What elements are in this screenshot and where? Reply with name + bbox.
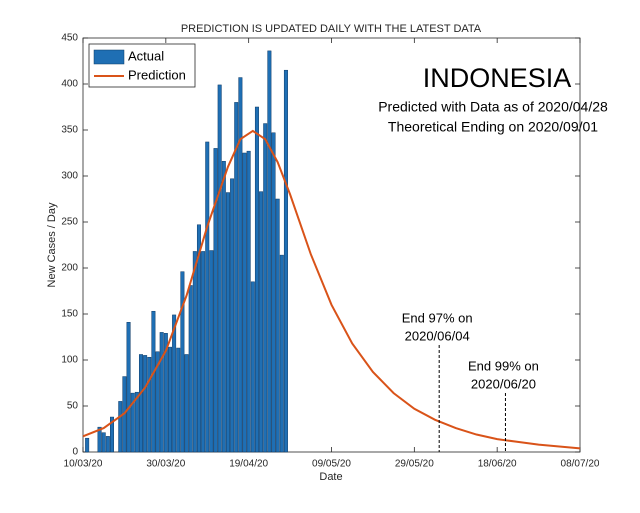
bar	[163, 333, 168, 453]
bar	[85, 437, 90, 453]
bar	[201, 251, 206, 453]
bar	[267, 50, 272, 453]
bar	[205, 141, 210, 453]
bar	[242, 152, 247, 453]
y-axis-label: New Cases / Day	[46, 202, 58, 287]
bar	[221, 161, 226, 453]
bar	[263, 123, 268, 453]
bar	[159, 332, 164, 453]
y-tick-label: 350	[61, 125, 78, 136]
bar	[97, 426, 102, 453]
y-tick-label: 100	[61, 355, 78, 366]
legend-label: Prediction	[128, 67, 186, 82]
bar	[254, 106, 259, 453]
y-tick-label: 250	[61, 217, 78, 228]
y-tick-label: 450	[61, 33, 78, 44]
prediction-line	[82, 129, 581, 450]
bar	[225, 192, 230, 453]
legend-label: Actual	[128, 48, 164, 63]
bar	[196, 224, 201, 453]
x-tick-label: 30/03/20	[146, 459, 185, 470]
bar	[275, 198, 280, 453]
x-tick-label: 29/05/20	[395, 459, 434, 470]
marker-label: End 97% on	[402, 310, 473, 325]
bar	[147, 356, 152, 453]
y-tick-label: 0	[72, 447, 78, 458]
bar	[283, 69, 288, 453]
bar	[180, 271, 185, 453]
bar	[259, 191, 264, 453]
y-tick-label: 400	[61, 79, 78, 90]
x-tick-label: 18/06/20	[478, 459, 517, 470]
bar	[213, 148, 218, 453]
bar	[143, 355, 148, 453]
bar	[279, 254, 284, 453]
bar	[167, 346, 172, 453]
marker-label: 2020/06/04	[405, 328, 470, 343]
bar	[271, 132, 276, 453]
bar	[192, 251, 197, 453]
bar	[230, 178, 235, 453]
bar	[110, 416, 114, 453]
bar	[176, 347, 181, 453]
x-tick-label: 10/03/20	[64, 459, 103, 470]
legend-swatch	[93, 49, 125, 65]
marker-label: 2020/06/20	[471, 376, 536, 391]
bar	[138, 354, 143, 453]
y-tick-label: 150	[61, 309, 78, 320]
bar	[234, 102, 239, 453]
bar	[134, 391, 139, 453]
bar	[246, 150, 251, 453]
x-axis-label: Date	[319, 471, 342, 483]
y-tick-label: 300	[61, 171, 78, 182]
bar	[238, 77, 243, 453]
y-tick-label: 200	[61, 263, 78, 274]
x-tick-label: 19/04/20	[229, 459, 268, 470]
bar	[250, 281, 255, 453]
x-tick-label: 09/05/20	[312, 459, 351, 470]
heading: INDONESIA	[423, 63, 572, 93]
bar	[155, 351, 160, 453]
bar	[118, 401, 123, 453]
y-tick-label: 50	[67, 401, 79, 412]
bar	[217, 84, 222, 453]
bar	[105, 436, 110, 453]
bar	[101, 432, 106, 453]
bar	[130, 392, 135, 453]
subtitle: Theoretical Ending on 2020/09/01	[388, 119, 598, 135]
subtitle: Predicted with Data as of 2020/04/28	[378, 99, 608, 115]
bar	[151, 310, 156, 453]
bar	[188, 285, 193, 453]
bar	[172, 314, 177, 453]
x-tick-label: 08/07/20	[561, 459, 600, 470]
chart-title: PREDICTION IS UPDATED DAILY WITH THE LAT…	[181, 23, 482, 35]
bar	[184, 354, 189, 453]
bar	[126, 322, 131, 453]
marker-label: End 99% on	[468, 358, 539, 373]
bar	[209, 250, 214, 453]
